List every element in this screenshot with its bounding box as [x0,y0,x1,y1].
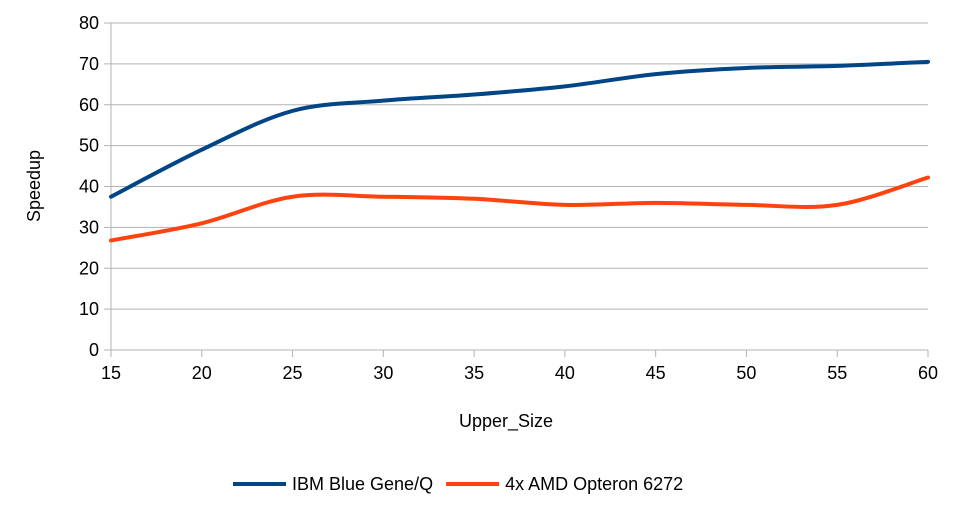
ticks: 0 10 20 30 40 50 60 70 80 15 20 25 30 35 40 45 50 55 60 [79,13,938,383]
y-tick-label: 40 [79,177,99,197]
x-tick-label: 45 [646,363,666,383]
y-tick-label: 0 [89,340,99,360]
x-tick-label: 35 [464,363,484,383]
grid [111,22,928,310]
y-tick-label: 50 [79,136,99,156]
y-axis-title: Speedup [24,150,44,222]
x-tick-label: 55 [827,363,847,383]
x-tick-label: 25 [283,363,303,383]
x-tick-label: 60 [918,363,938,383]
x-tick-label: 30 [373,363,393,383]
x-tick-label: 15 [101,363,121,383]
legend-label: IBM Blue Gene/Q [292,474,433,494]
x-tick-label: 50 [736,363,756,383]
series-line-0 [109,59,930,199]
y-tick-label: 60 [79,95,99,115]
series [109,59,930,243]
y-tick-label: 20 [79,258,99,278]
y-tick-label: 80 [79,13,99,33]
x-tick-label: 20 [192,363,212,383]
y-tick-label: 30 [79,217,99,237]
x-tick-label: 40 [555,363,575,383]
x-axis-title: Upper_Size [459,411,553,432]
y-tick-label: 70 [79,54,99,74]
series-line-1 [109,175,930,243]
legend-label: 4x AMD Opteron 6272 [505,474,683,494]
y-tick-label: 10 [79,299,99,319]
legend: IBM Blue Gene/Q 4x AMD Opteron 6272 [233,474,683,494]
